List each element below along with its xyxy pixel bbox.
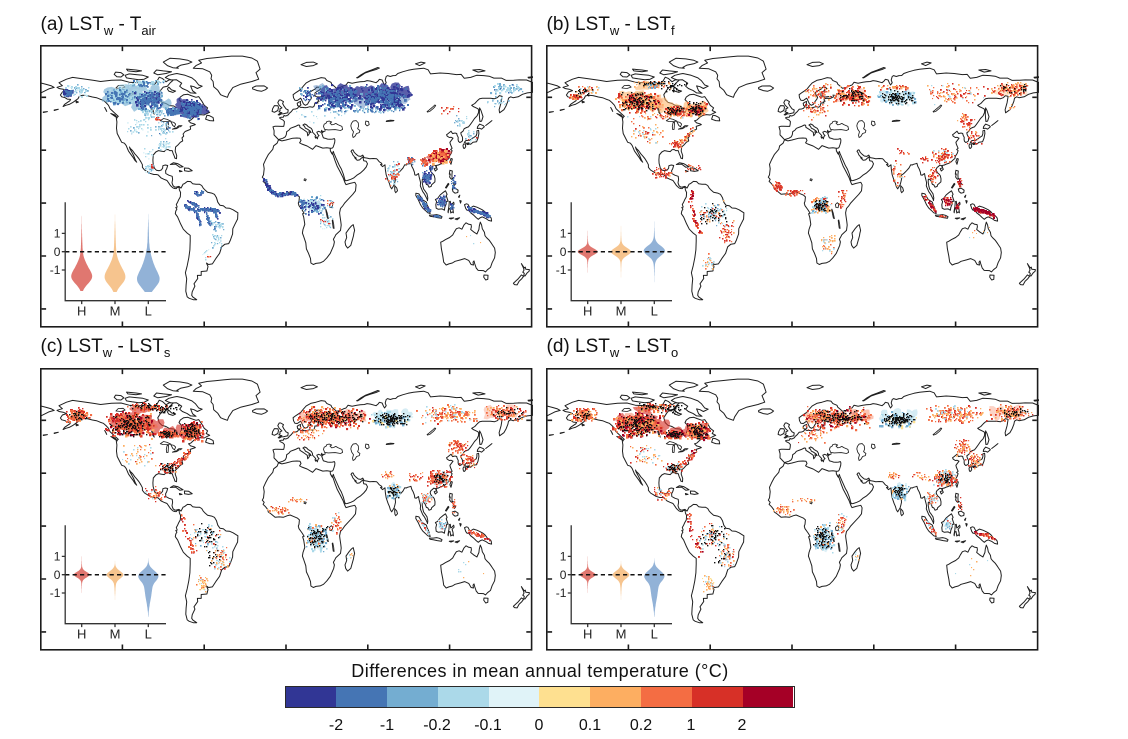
svg-text:1: 1 [560, 227, 567, 241]
svg-text:0: 0 [560, 245, 567, 259]
svg-text:M: M [110, 626, 121, 641]
svg-text:0: 0 [560, 568, 567, 582]
svg-text:1: 1 [54, 549, 61, 563]
svg-text:-1: -1 [50, 586, 61, 600]
svg-text:M: M [616, 626, 627, 641]
svg-text:-1: -1 [556, 586, 567, 600]
svg-text:-1: -1 [50, 263, 61, 277]
svg-text:L: L [651, 304, 658, 319]
svg-text:1: 1 [560, 549, 567, 563]
svg-text:L: L [651, 626, 658, 641]
svg-text:-1: -1 [556, 263, 567, 277]
svg-text:H: H [583, 304, 592, 319]
svg-text:H: H [77, 304, 86, 319]
svg-text:0: 0 [54, 568, 61, 582]
svg-text:M: M [110, 304, 121, 319]
svg-text:L: L [145, 626, 152, 641]
svg-text:0: 0 [54, 245, 61, 259]
svg-text:M: M [616, 304, 627, 319]
svg-text:L: L [145, 304, 152, 319]
svg-text:H: H [77, 626, 86, 641]
svg-text:H: H [583, 626, 592, 641]
svg-text:1: 1 [54, 227, 61, 241]
